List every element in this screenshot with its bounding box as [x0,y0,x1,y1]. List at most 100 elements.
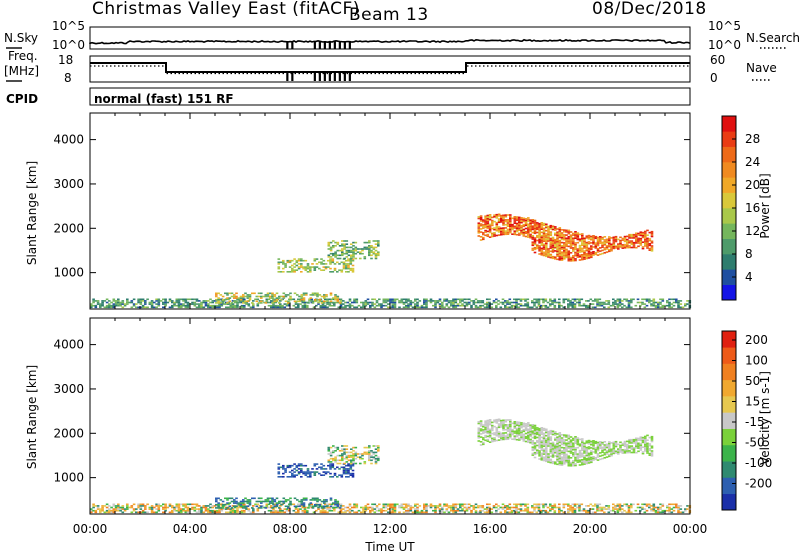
velocity-cell [572,453,575,456]
power-cell [654,304,658,307]
velocity-cell [225,511,228,514]
power-cell [628,245,631,247]
velocity-cell [414,505,417,507]
power-cell [646,234,649,236]
power-cell [242,302,245,304]
velocity-cell [362,506,365,509]
power-cell [300,258,303,260]
power-cell [137,306,140,309]
power-cell [679,303,683,305]
velocity-cell [144,508,147,510]
power-cell [587,238,591,240]
power-cell [553,300,557,302]
velocity-cell [540,444,544,447]
velocity-cell [582,508,586,510]
velocity-cell [246,500,250,503]
power-cell [600,301,604,304]
power-cell [374,249,378,252]
power-cell [359,257,362,260]
velocity-cell [342,471,346,473]
velocity-cell [663,509,667,512]
velocity-cell [572,448,575,451]
power-cell [623,247,627,249]
velocity-cell [596,448,600,450]
power-cell [581,236,584,238]
velocity-cell [592,448,595,450]
power-cell [493,227,496,229]
power-cell [513,216,517,218]
power-cell [558,304,561,307]
power-cell [235,292,238,295]
velocity-cell [546,506,550,509]
power-cell [509,217,512,219]
power-cell [672,298,676,301]
velocity-cell [571,506,575,509]
power-cell [272,306,275,309]
power-cell [226,292,229,295]
velocity-cell [581,455,584,458]
velocity-cell [304,464,308,467]
velocity-cell [556,452,559,454]
power-cell [221,295,225,298]
velocity-cell [443,503,446,506]
velocity-cell [598,506,602,509]
velocity-cell [661,511,665,514]
velocity-cell [538,443,541,446]
velocity-cell [585,448,589,450]
velocity-cell [601,449,604,452]
power-cell [445,304,449,307]
power-cell [565,255,568,257]
power-cell [182,304,185,307]
power-cell [574,245,577,247]
power-cell [546,301,550,304]
freq-label-line1: Freq. [8,49,38,63]
power-cell [515,216,519,218]
velocity-cell [207,509,210,512]
velocity-cell [520,431,523,434]
velocity-cell [551,454,555,457]
velocity-cell [454,511,458,514]
power-cell [599,242,602,244]
power-cell [581,255,584,258]
velocity-cell [492,505,496,507]
velocity-cell [556,436,559,438]
power-cell [581,233,584,235]
velocity-cell [279,508,282,510]
power-cell [173,304,176,307]
power-cell [215,292,218,295]
power-cell [479,304,482,307]
velocity-cell [447,506,451,509]
power-cell [216,304,219,307]
power-cell [581,239,584,242]
velocity-cell [637,442,640,445]
power-colorbar-swatch [722,177,736,193]
velocity-cell [456,509,460,512]
velocity-cell [556,450,559,453]
velocity-cell [218,508,221,510]
velocity-cell [382,509,386,512]
power-cell [345,252,349,255]
velocity-cell [650,437,654,440]
power-cell [524,219,528,222]
power-cell [300,266,303,268]
velocity-cell [280,500,283,503]
velocity-cell [509,436,512,439]
power-cell [92,301,95,304]
velocity-cell [591,505,595,507]
velocity-cell [256,509,260,512]
velocity-cell [296,499,299,501]
velocity-cell [641,508,644,510]
velocity-cell [329,454,333,457]
velocity-cell [323,499,326,501]
velocity-cell [334,461,337,463]
velocity-cell [569,506,572,509]
power-cell [323,300,326,303]
power-cell [350,257,353,260]
velocity-cell [378,509,381,512]
power-cell [393,306,397,309]
power-cell [533,298,536,301]
power-cell [531,249,535,251]
power-cell [368,254,371,257]
power-cell [527,226,530,229]
power-cell [654,301,658,304]
